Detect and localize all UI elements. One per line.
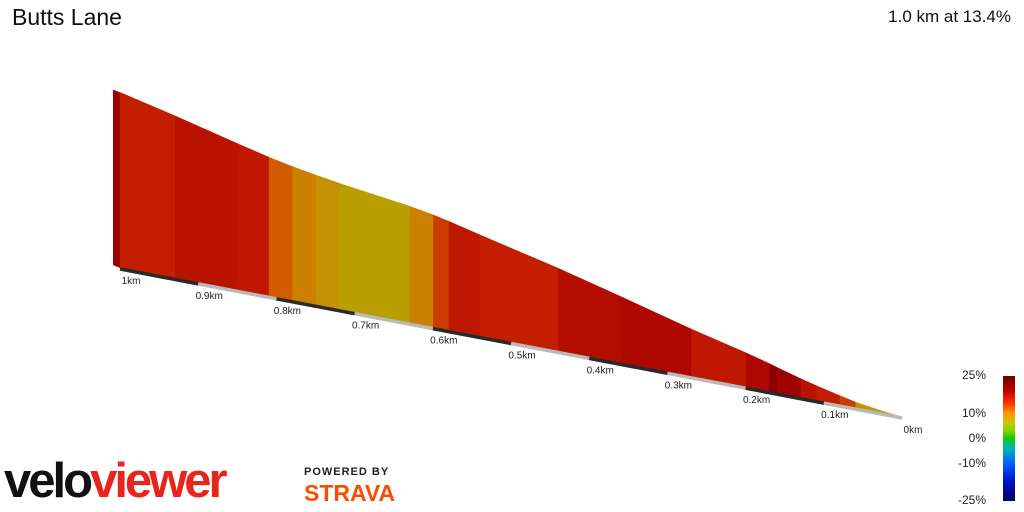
gradient-slice-22 <box>119 91 176 279</box>
gradient-slice-18 <box>291 165 316 306</box>
distance-ticks: 1km 0.9km 0.8km 0.7km 0.6km 0.5km 0.4km 0.3km 0.… <box>122 276 923 436</box>
baseline-band-0 <box>823 401 903 420</box>
gradient-slice-14 <box>432 214 449 331</box>
page-title: Butts Lane <box>12 4 122 30</box>
gradient-slice-20 <box>237 143 269 297</box>
gradient-slice-21 <box>174 115 238 291</box>
powered-by-label: POWERED BY <box>304 466 390 478</box>
tick-label-3: 0.7km <box>352 321 379 332</box>
strava-logo[interactable]: STRAVA <box>304 480 396 506</box>
gradient-slice-11 <box>557 267 621 364</box>
tick-label-10: 0km <box>904 425 923 436</box>
gradient-slice-17 <box>315 174 340 311</box>
baseline-band-6 <box>354 311 434 331</box>
legend-label-4: -25% <box>957 493 986 507</box>
tick-label-0: 1km <box>122 276 141 287</box>
baseline-band-1 <box>745 386 825 405</box>
baseline-band-7 <box>276 297 355 316</box>
gradient-legend: 25% 10% 0% -10% -25% <box>957 366 1024 512</box>
tick-label-1: 0.9km <box>196 291 223 302</box>
gradient-slice-15 <box>409 205 434 328</box>
legend-label-2: 0% <box>968 430 986 445</box>
tick-label-8: 0.2km <box>743 395 770 406</box>
logo-viewer-text: viewer <box>90 454 228 508</box>
baseline-band-4 <box>510 341 590 361</box>
gradient-slice-13 <box>448 220 481 337</box>
gradient-slice-12 <box>479 234 559 352</box>
tick-label-4: 0.6km <box>430 336 457 347</box>
gradient-slice-8 <box>745 352 770 393</box>
gradient-slice-19 <box>268 156 293 302</box>
gradient-slices <box>113 89 903 418</box>
tick-label-2: 0.8km <box>274 306 301 317</box>
legend-label-0: 25% <box>961 368 986 382</box>
gradient-slice-16 <box>338 182 410 324</box>
tick-label-9: 0.1km <box>821 410 848 421</box>
tick-label-7: 0.3km <box>665 380 692 391</box>
baseline-band-8 <box>197 282 277 301</box>
tick-label-6: 0.4km <box>587 365 614 376</box>
gradient-slice-7 <box>768 363 778 394</box>
summit-end-face <box>113 89 120 268</box>
baseline-band-2 <box>667 371 746 390</box>
baseline-band-5 <box>432 326 512 346</box>
segment-summary: 1.0 km at 13.4% <box>888 7 1011 26</box>
gradient-color-scale <box>1003 376 1015 501</box>
legend-label-3: -10% <box>957 455 986 470</box>
baseline-ruler <box>119 267 903 420</box>
logo-velo-text: velo <box>4 454 93 508</box>
baseline-band-3 <box>588 356 668 376</box>
legend-label-1: 10% <box>961 405 986 420</box>
veloviewer-logo[interactable]: veloviewer <box>4 452 228 510</box>
tick-label-5: 0.5km <box>508 351 535 362</box>
branding-footer: veloviewer POWERED BY STRAVA <box>4 452 424 510</box>
baseline-band-9 <box>119 267 199 286</box>
